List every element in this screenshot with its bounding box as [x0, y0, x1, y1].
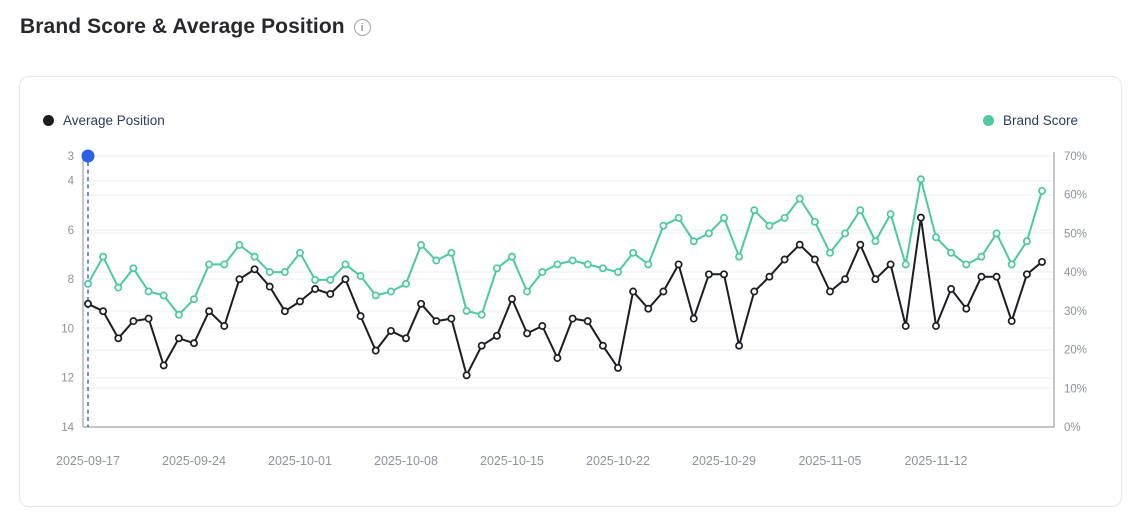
legend-item-brand-score[interactable]: Brand Score [982, 113, 1078, 128]
x-axis-tick-labels: 2025-09-17 2025-09-24 2025-10-01 2025-10-08… [56, 454, 968, 468]
svg-text:60%: 60% [1064, 190, 1087, 202]
svg-text:2025-10-01: 2025-10-01 [268, 454, 332, 468]
legend-item-average-position[interactable]: Average Position [43, 113, 165, 128]
svg-text:6: 6 [68, 225, 74, 237]
svg-text:2025-10-08: 2025-10-08 [374, 454, 438, 468]
svg-text:2025-09-24: 2025-09-24 [162, 454, 226, 468]
svg-text:2025-11-05: 2025-11-05 [798, 454, 861, 468]
chart-card: 3 4 6 8 10 12 14 70% 60% 50% 40% 30% 20% 10% 0% 2025-09… [19, 76, 1122, 507]
right-axis-tick-labels: 70% 60% 50% 40% 30% 20% 10% 0% [1064, 151, 1087, 434]
svg-text:50%: 50% [1064, 228, 1087, 240]
legend-dot-average-position [43, 115, 54, 126]
svg-text:8: 8 [68, 274, 74, 286]
axis-lines [82, 152, 1055, 428]
svg-text:10: 10 [61, 323, 74, 335]
svg-text:10%: 10% [1064, 383, 1087, 395]
legend-dot-brand-score [982, 115, 994, 126]
page-header: Brand Score & Average Position i [20, 13, 1140, 41]
chart-canvas[interactable]: 3 4 6 8 10 12 14 70% 60% 50% 40% 30% 20% 10% 0% 2025-09… [20, 77, 1123, 508]
svg-text:4: 4 [68, 176, 75, 188]
legend-label-brand-score: Brand Score [1002, 113, 1078, 128]
svg-text:2025-10-22: 2025-10-22 [586, 454, 650, 468]
left-axis-tick-labels: 3 4 6 8 10 12 14 [61, 151, 74, 434]
selected-date-dot[interactable] [81, 149, 95, 163]
svg-text:20%: 20% [1064, 345, 1087, 357]
page-title: Brand Score & Average Position [20, 15, 345, 38]
svg-text:2025-09-17: 2025-09-17 [56, 454, 120, 468]
svg-text:2025-10-15: 2025-10-15 [480, 454, 544, 468]
legend-label-average-position: Average Position [63, 113, 165, 128]
grid-lines [83, 155, 1054, 389]
svg-text:3: 3 [68, 151, 74, 163]
svg-text:40%: 40% [1064, 267, 1087, 279]
series-brand-score [84, 175, 1046, 319]
info-icon[interactable]: i [353, 19, 371, 36]
svg-text:2025-10-29: 2025-10-29 [692, 454, 756, 468]
svg-text:70%: 70% [1064, 151, 1087, 163]
series-average-position [84, 213, 1046, 380]
svg-text:12: 12 [61, 373, 74, 385]
svg-text:0%: 0% [1064, 422, 1081, 434]
svg-text:30%: 30% [1064, 306, 1087, 318]
svg-text:14: 14 [61, 422, 74, 434]
svg-text:2025-11-12: 2025-11-12 [904, 454, 967, 468]
